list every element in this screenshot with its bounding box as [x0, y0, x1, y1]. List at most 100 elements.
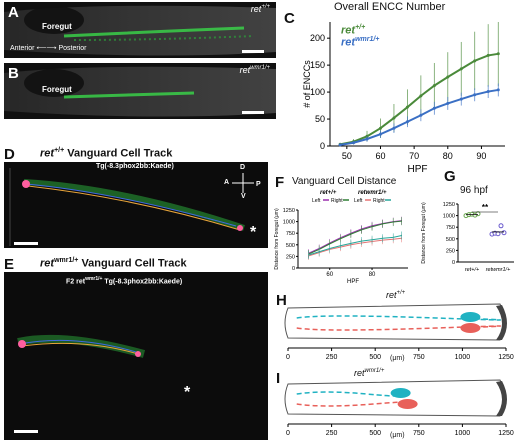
red-cell-cluster: [397, 399, 418, 409]
panel-d-title: ret+/+ Vanguard Cell Track: [40, 147, 173, 160]
compass-v: V: [241, 193, 246, 200]
f-legend-right-wt: Right: [331, 198, 343, 204]
scale-tick-label: 250: [326, 354, 338, 361]
c-xtick-label: 90: [476, 151, 486, 161]
panel-h-genotype: ret+/+: [386, 290, 406, 300]
g-ytick-label: 0: [452, 260, 455, 266]
panel-e-transgene: F2 retwmr1/+ Tg(-8.3phox2bb:Kaede): [66, 276, 183, 286]
c-point: [378, 132, 382, 136]
scale-tick-label: 0: [286, 354, 290, 361]
panel-g-title: 96 hpf: [460, 185, 488, 196]
c-ylabel: # of ENCCs: [302, 60, 312, 108]
c-point: [486, 90, 490, 94]
f-series-line: [308, 235, 402, 256]
panel-c-letter: C: [284, 10, 295, 27]
panel-a-tissue: [4, 2, 276, 58]
f-series-line: [308, 220, 402, 254]
g-ytick-label: 750: [446, 225, 455, 231]
g-ytick-label: 500: [446, 237, 455, 243]
c-ytick-label: 50: [315, 114, 325, 124]
red-dashed-track: [296, 401, 409, 407]
panel-d-transgene: Tg(-8.3phox2bb:Kaede): [96, 163, 174, 170]
c-ytick-label: 100: [310, 87, 325, 97]
g-significance: **: [482, 203, 489, 212]
scale-tick-label: 250: [326, 430, 338, 437]
c-xtick-label: 80: [443, 151, 453, 161]
c-point: [352, 141, 356, 145]
panel-a-foregut-label: Foregut: [42, 22, 72, 31]
f-legend-right-mut: Right: [373, 198, 385, 204]
panel-e-title: retwmr1/+ Vanguard Cell Track: [40, 257, 187, 270]
f-xtick-label: 60: [326, 272, 333, 278]
gut-outline: [284, 303, 506, 341]
c-point: [432, 84, 436, 88]
panel-d-image: Tg(-8.3phox2bb:Kaede) D A P V *: [4, 162, 268, 248]
panel-d-track: [4, 162, 268, 248]
panel-h-unit: (μm): [390, 355, 405, 362]
teal-dashed-track: [296, 315, 501, 321]
f-series-line: [308, 237, 402, 257]
panel-c-chart: 0 50 100 150 200 50 60 70 80 90 HPF # of ENCCs: [302, 22, 505, 175]
panel-g-letter: G: [444, 168, 456, 185]
scale-tick-label: 750: [413, 430, 425, 437]
c-xtick-label: 70: [409, 151, 419, 161]
c-point: [419, 94, 423, 98]
c-point: [446, 101, 450, 105]
c-point: [496, 88, 500, 92]
gut-outline: [284, 379, 506, 417]
c-ytick-label: 150: [310, 60, 325, 70]
panel-f-chart: 0 250 500 750 1000 1250 60 80 HPF Distance from F…: [274, 190, 408, 284]
panel-b-tissue: [4, 63, 276, 119]
panel-a-image: A Foregut ret+/+ Anterior ⟵⟶ Posterior: [4, 2, 276, 58]
c-ytick-label: 0: [320, 141, 325, 151]
panel-a-genotype: ret+/+: [250, 4, 270, 14]
panel-i-letter: I: [276, 370, 281, 387]
f-legend-wt: ret+/+: [320, 190, 337, 196]
panel-i-unit: (μm): [390, 432, 405, 439]
c-point: [378, 126, 382, 130]
f-ylabel: Distance from Foregut (μm): [274, 208, 280, 270]
g-ytick-label: 1250: [443, 202, 455, 208]
c-point: [419, 113, 423, 117]
c-point: [392, 116, 396, 120]
scale-tick-label: 0: [286, 430, 290, 437]
panel-f-letter: F: [275, 174, 285, 191]
f-ytick-label: 750: [286, 231, 295, 237]
f-ytick-label: 0: [292, 266, 295, 272]
panel-a-axis: Anterior ⟵⟶ Posterior: [10, 45, 87, 52]
c-point: [496, 52, 500, 56]
f-ytick-label: 1250: [283, 208, 295, 214]
c-xlabel: HPF: [408, 164, 428, 175]
f-xtick-label: 80: [369, 272, 376, 278]
red-dashed-track: [296, 325, 501, 331]
panel-e-image: F2 retwmr1/+ Tg(-8.3phox2bb:Kaede) *: [4, 272, 268, 440]
panel-f-title: Vanguard Cell Distance: [292, 176, 397, 187]
f-series-line: [308, 220, 402, 255]
f-legend-left-mut: Left: [354, 198, 363, 204]
f-ytick-label: 250: [286, 254, 295, 260]
panel-c-title: Overall ENCC Number: [334, 1, 446, 13]
scale-tick-label: 500: [369, 430, 381, 437]
c-point: [365, 137, 369, 141]
panel-d-letter: D: [4, 146, 15, 163]
c-point: [459, 67, 463, 71]
compass-p: P: [256, 181, 261, 188]
compass-d: D: [240, 164, 246, 171]
c-xtick-label: 60: [375, 151, 385, 161]
gut-end: [496, 381, 507, 416]
panel-b-foregut-label: Foregut: [42, 85, 72, 94]
f-ytick-label: 500: [286, 243, 295, 249]
c-xtick-label: 50: [342, 151, 352, 161]
panel-i-diagram: 0 250 500 750 1000 1250: [284, 379, 514, 437]
f-xlabel: HPF: [347, 279, 359, 284]
g-ylabel: Distance from Foregut (μm): [421, 202, 427, 264]
panel-e-asterisk: *: [184, 384, 191, 401]
c-point: [338, 143, 342, 147]
panel-g-chart: 0 250 500 750 1000 1250 Distance from Foregut …: [421, 202, 514, 273]
panel-h-diagram: 0 250 500 750 1000 1250: [284, 303, 514, 361]
teal-cell-cluster: [390, 388, 411, 398]
c-point: [473, 59, 477, 63]
c-point: [392, 126, 396, 130]
g-ytick-label: 1000: [443, 214, 455, 220]
compass-icon: D A P V: [224, 164, 261, 202]
